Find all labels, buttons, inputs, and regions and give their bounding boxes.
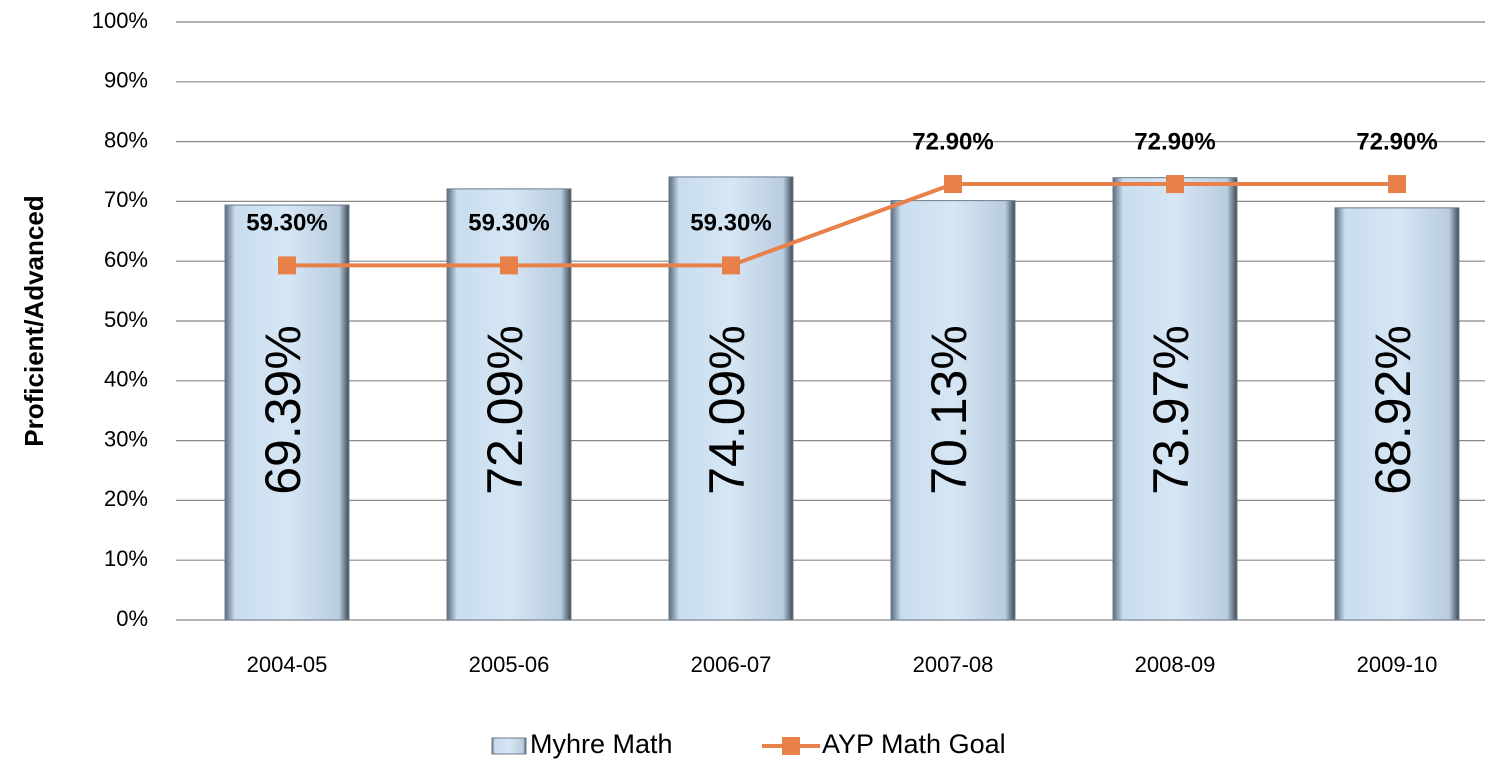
bar — [1334, 207, 1460, 621]
line-marker — [500, 256, 518, 275]
y-tick-label: 100% — [92, 8, 148, 33]
legend-label: Myhre Math — [530, 729, 673, 759]
x-tick-label: 2006-07 — [691, 652, 772, 677]
line-value-label: 72.90% — [1134, 128, 1215, 155]
x-tick-label: 2005-06 — [469, 652, 550, 677]
bar-value-label: 69.39% — [255, 325, 311, 495]
line-value-label: 59.30% — [468, 210, 549, 237]
line-marker — [1388, 175, 1406, 194]
line-value-label: 72.90% — [1356, 128, 1437, 155]
x-tick-label: 2009-10 — [1357, 652, 1438, 677]
line-value-label: 72.90% — [912, 128, 993, 155]
bar-value-label: 68.92% — [1365, 325, 1421, 495]
bar-value-label: 72.09% — [477, 325, 533, 495]
y-tick-label: 70% — [104, 187, 148, 212]
legend-swatch — [491, 737, 527, 755]
y-tick-label: 90% — [104, 68, 148, 93]
y-tick-label: 10% — [104, 546, 148, 571]
bar — [890, 200, 1016, 621]
x-tick-label: 2007-08 — [913, 652, 994, 677]
y-tick-label: 80% — [104, 127, 148, 152]
line-marker — [278, 256, 296, 275]
y-tick-label: 20% — [104, 486, 148, 511]
line-marker — [722, 256, 740, 275]
bar — [1112, 177, 1238, 621]
y-axis-label: Proficient/Advanced — [19, 195, 49, 446]
y-tick-label: 60% — [104, 247, 148, 272]
y-tick-label: 0% — [116, 606, 148, 631]
x-tick-label: 2008-09 — [1135, 652, 1216, 677]
line — [287, 182, 1397, 268]
legend-label: AYP Math Goal — [822, 729, 1006, 759]
x-tick-label: 2004-05 — [247, 652, 328, 677]
y-tick-label: 30% — [104, 426, 148, 451]
line-marker — [1166, 175, 1184, 194]
line-value-label: 59.30% — [246, 210, 327, 237]
legend-marker — [782, 737, 800, 755]
bar-value-label: 73.97% — [1143, 325, 1199, 495]
line-value-label: 59.30% — [690, 210, 771, 237]
line-marker — [944, 175, 962, 194]
bar-value-label: 70.13% — [921, 325, 977, 495]
y-tick-label: 40% — [104, 367, 148, 392]
y-tick-label: 50% — [104, 307, 148, 332]
bar-value-label: 74.09% — [699, 325, 755, 495]
